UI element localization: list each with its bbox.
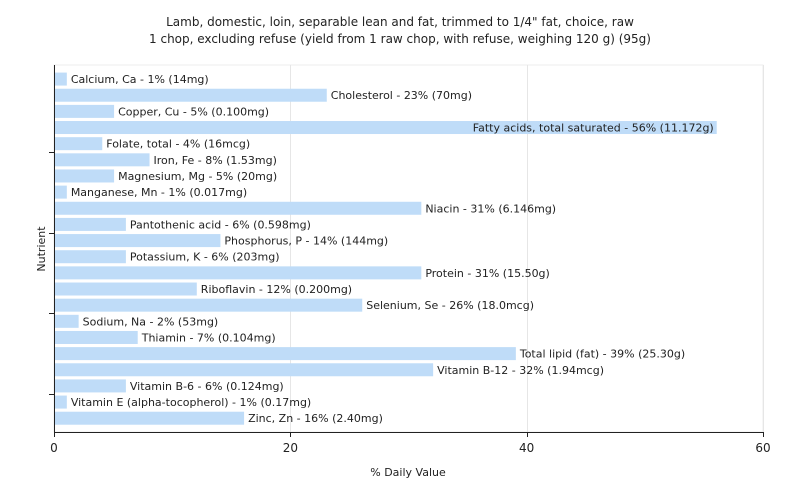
bar-label: Thiamin - 7% (0.104mg)	[141, 331, 276, 344]
bar-label: Folate, total - 4% (16mcg)	[106, 138, 250, 151]
bar	[55, 234, 221, 248]
bar-label: Vitamin E (alpha-tocopherol) - 1% (0.17m…	[71, 396, 311, 409]
x-tick-label: 20	[283, 441, 298, 455]
bar-label: Total lipid (fat) - 39% (25.30g)	[519, 348, 685, 361]
bar	[55, 153, 150, 167]
bar-label: Niacin - 31% (6.146mg)	[425, 202, 556, 215]
bar	[55, 217, 126, 231]
bar-label: Vitamin B-6 - 6% (0.124mg)	[130, 380, 284, 393]
bar	[55, 363, 434, 377]
bar	[55, 137, 103, 151]
bar	[55, 250, 126, 264]
bar	[55, 266, 422, 280]
bar-label: Zinc, Zn - 16% (2.40mg)	[248, 412, 383, 425]
bars: Calcium, Ca - 1% (14mg) Cholesterol - 23%…	[55, 72, 717, 425]
bar-label: Protein - 31% (15.50g)	[425, 267, 550, 280]
bar-label: Riboflavin - 12% (0.200mg)	[201, 283, 352, 296]
bar-label: Selenium, Se - 26% (18.0mcg)	[366, 299, 534, 312]
bar-label: Iron, Fe - 8% (1.53mg)	[154, 154, 277, 167]
bar-label: Cholesterol - 23% (70mg)	[331, 89, 472, 102]
bar	[55, 201, 422, 215]
bar-label: Fatty acids, total saturated - 56% (11.1…	[473, 122, 714, 135]
bar-label: Vitamin B-12 - 32% (1.94mcg)	[437, 364, 604, 377]
bar	[55, 411, 245, 425]
x-tick-label: 40	[519, 441, 534, 455]
axes: 0 20 40 60	[49, 65, 771, 455]
bar	[55, 121, 717, 135]
chart-title-line1: Lamb, domestic, loin, separable lean and…	[166, 15, 634, 29]
bar-label: Sodium, Na - 2% (53mg)	[83, 315, 219, 328]
bar	[55, 379, 126, 393]
x-axis-title: % Daily Value	[370, 466, 446, 479]
bar	[55, 395, 67, 409]
bar	[55, 104, 115, 118]
bar-label: Copper, Cu - 5% (0.100mg)	[118, 105, 269, 118]
bar	[55, 314, 79, 328]
grid-lines	[53, 64, 764, 433]
bar-label: Pantothenic acid - 6% (0.598mg)	[130, 218, 311, 231]
bar	[55, 169, 115, 183]
bar	[55, 88, 327, 102]
bar	[55, 330, 138, 344]
y-axis-title: Nutrient	[35, 226, 48, 272]
bar-label: Manganese, Mn - 1% (0.017mg)	[71, 186, 247, 199]
bar-label: Magnesium, Mg - 5% (20mg)	[118, 170, 277, 183]
x-tick-label: 60	[755, 441, 770, 455]
x-tick-label: 0	[50, 441, 58, 455]
bar	[55, 298, 363, 312]
bar	[55, 72, 67, 86]
bar	[55, 185, 67, 199]
bar-label: Phosphorus, P - 14% (144mg)	[224, 235, 388, 248]
bar	[55, 282, 197, 296]
bar-label: Potassium, K - 6% (203mg)	[130, 251, 280, 264]
chart-subtitle: 1 chop, excluding refuse (yield from 1 r…	[149, 32, 651, 46]
bar-label: Calcium, Ca - 1% (14mg)	[71, 73, 209, 86]
chart-title: Lamb, domestic, loin, separable lean and…	[0, 14, 800, 48]
plot-area	[53, 64, 764, 433]
bar	[55, 347, 516, 361]
